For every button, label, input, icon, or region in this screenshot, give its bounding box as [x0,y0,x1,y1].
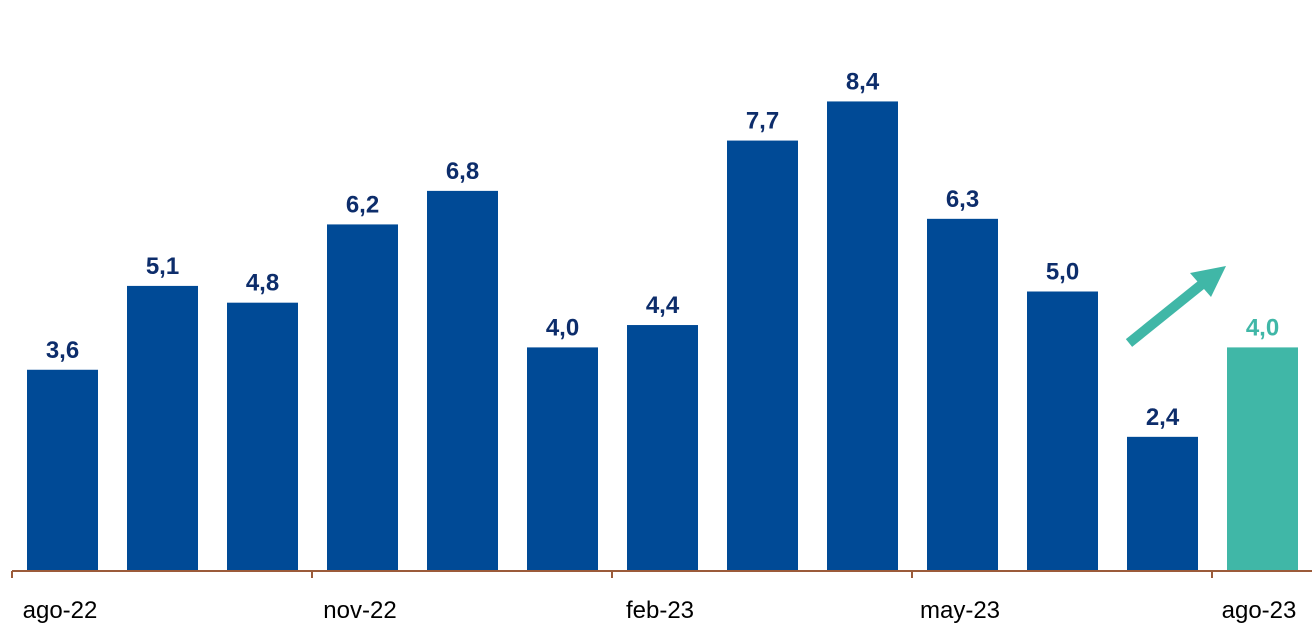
bar-sep-22 [127,285,198,571]
x-tick-labels-group: ago-22 nov-22 feb-23 may-23 ago-23 [23,597,1297,624]
value-label-ene-23: 4,0 [546,314,579,341]
bar-ene-23 [527,347,598,571]
trend-arrow-annotation [1125,266,1226,347]
value-labels-group: 3,6 5,1 4,8 6,2 6,8 4,0 4,4 7,7 8,4 6,3 5,0 2,4 4,0 [46,68,1279,430]
bar-oct-22 [227,302,298,571]
value-label-nov-22: 6,2 [346,191,379,218]
bar-nov-22 [327,224,398,572]
x-axis [11,570,1312,578]
trend-arrow-shaft [1125,277,1210,347]
bar-jun-23 [1027,291,1098,571]
x-tick-label-may-23: may-23 [920,597,1000,624]
bar-ago-22 [27,369,98,571]
value-label-ago-23: 4,0 [1246,314,1279,341]
bar-may-23 [927,218,998,571]
value-label-mar-23: 7,7 [746,108,779,135]
bars-group [27,101,1298,572]
bar-abr-23 [827,101,898,571]
value-label-oct-22: 4,8 [246,270,279,297]
x-tick-label-ago-23: ago-23 [1222,597,1297,624]
trend-arrow-head [1190,266,1226,297]
value-label-dic-22: 6,8 [446,158,479,185]
x-tick-label-feb-23: feb-23 [626,597,694,624]
x-tick-label-ago-22: ago-22 [23,597,98,624]
value-label-may-23: 6,3 [946,186,979,213]
bar-jul-23 [1127,436,1198,571]
value-label-sep-22: 5,1 [146,253,179,280]
value-label-jun-23: 5,0 [1046,259,1079,286]
value-label-abr-23: 8,4 [846,68,880,95]
x-tick-label-nov-22: nov-22 [323,597,396,624]
bar-feb-23 [627,325,698,571]
value-label-feb-23: 4,4 [646,292,680,319]
value-label-ago-22: 3,6 [46,337,79,364]
bar-dic-22 [427,190,498,571]
bar-ago-23 [1227,347,1298,571]
bar-mar-23 [727,140,798,571]
value-label-jul-23: 2,4 [1146,404,1180,431]
